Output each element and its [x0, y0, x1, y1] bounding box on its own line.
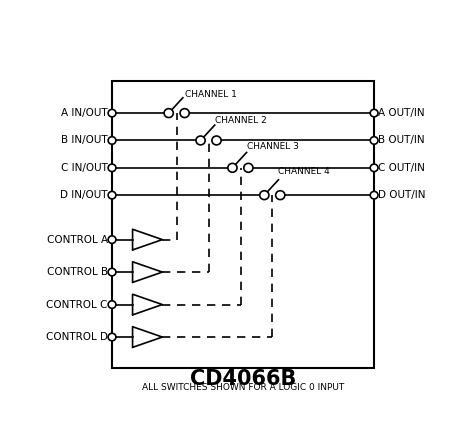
- Text: C OUT/IN: C OUT/IN: [378, 163, 425, 173]
- Circle shape: [212, 136, 221, 145]
- Text: A OUT/IN: A OUT/IN: [378, 108, 425, 118]
- Circle shape: [108, 109, 116, 117]
- Text: CHANNEL 4: CHANNEL 4: [278, 167, 330, 176]
- Circle shape: [108, 164, 116, 171]
- Circle shape: [196, 136, 205, 145]
- Bar: [112, 81, 374, 368]
- Circle shape: [260, 191, 269, 200]
- Circle shape: [180, 109, 189, 118]
- Text: D IN/OUT: D IN/OUT: [60, 190, 108, 200]
- Text: CONTROL C: CONTROL C: [47, 300, 108, 309]
- Text: CHANNEL 1: CHANNEL 1: [185, 91, 237, 99]
- Circle shape: [108, 333, 116, 341]
- Text: CHANNEL 3: CHANNEL 3: [247, 142, 298, 151]
- Text: CD4066B: CD4066B: [190, 369, 296, 389]
- Circle shape: [108, 236, 116, 243]
- Text: CONTROL A: CONTROL A: [47, 234, 108, 245]
- Text: C IN/OUT: C IN/OUT: [61, 163, 108, 173]
- Circle shape: [370, 164, 378, 171]
- Circle shape: [108, 191, 116, 199]
- Circle shape: [370, 137, 378, 144]
- Circle shape: [108, 137, 116, 144]
- Circle shape: [228, 163, 237, 172]
- Text: B OUT/IN: B OUT/IN: [378, 135, 425, 146]
- Text: A IN/OUT: A IN/OUT: [61, 108, 108, 118]
- Circle shape: [276, 191, 285, 200]
- Circle shape: [108, 301, 116, 308]
- Circle shape: [164, 109, 173, 118]
- Text: B IN/OUT: B IN/OUT: [61, 135, 108, 146]
- Text: D OUT/IN: D OUT/IN: [378, 190, 426, 200]
- Circle shape: [244, 163, 253, 172]
- Text: ALL SWITCHES SHOWN FOR A LOGIC 0 INPUT: ALL SWITCHES SHOWN FOR A LOGIC 0 INPUT: [142, 383, 344, 392]
- Circle shape: [370, 191, 378, 199]
- Circle shape: [370, 109, 378, 117]
- Circle shape: [108, 268, 116, 276]
- Text: CONTROL B: CONTROL B: [47, 267, 108, 277]
- Text: CHANNEL 2: CHANNEL 2: [215, 116, 266, 125]
- Text: CONTROL D: CONTROL D: [46, 332, 108, 342]
